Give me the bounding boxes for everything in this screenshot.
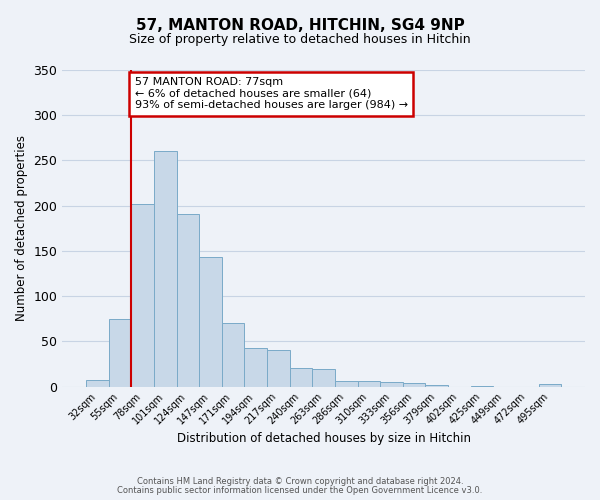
Y-axis label: Number of detached properties: Number of detached properties bbox=[15, 136, 28, 322]
Bar bbox=[154, 150, 176, 386]
X-axis label: Distribution of detached houses by size in Hitchin: Distribution of detached houses by size … bbox=[176, 432, 470, 445]
Text: Contains HM Land Registry data © Crown copyright and database right 2024.: Contains HM Land Registry data © Crown c… bbox=[137, 477, 463, 486]
Bar bbox=[403, 383, 425, 386]
Bar bbox=[380, 382, 403, 386]
Bar bbox=[539, 384, 561, 386]
Bar bbox=[267, 350, 290, 386]
Bar bbox=[109, 319, 131, 386]
Text: 57 MANTON ROAD: 77sqm
← 6% of detached houses are smaller (64)
93% of semi-detac: 57 MANTON ROAD: 77sqm ← 6% of detached h… bbox=[135, 77, 408, 110]
Bar bbox=[86, 380, 109, 386]
Bar bbox=[199, 258, 222, 386]
Bar bbox=[335, 381, 358, 386]
Bar bbox=[244, 348, 267, 387]
Bar bbox=[313, 370, 335, 386]
Text: Size of property relative to detached houses in Hitchin: Size of property relative to detached ho… bbox=[129, 32, 471, 46]
Bar bbox=[222, 324, 244, 386]
Text: 57, MANTON ROAD, HITCHIN, SG4 9NP: 57, MANTON ROAD, HITCHIN, SG4 9NP bbox=[136, 18, 464, 32]
Text: Contains public sector information licensed under the Open Government Licence v3: Contains public sector information licen… bbox=[118, 486, 482, 495]
Bar bbox=[176, 214, 199, 386]
Bar bbox=[290, 368, 313, 386]
Bar bbox=[358, 381, 380, 386]
Bar bbox=[131, 204, 154, 386]
Bar bbox=[425, 385, 448, 386]
